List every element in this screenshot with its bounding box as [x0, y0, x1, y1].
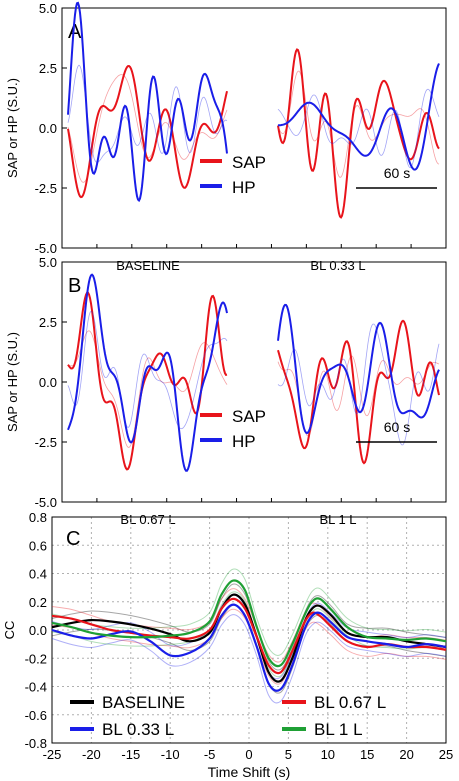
y-tick-label: 0.0: [39, 121, 57, 136]
y-axis-label: CC: [2, 621, 17, 640]
y-tick-label: 0.0: [29, 623, 47, 638]
x-tick-label: 10: [321, 747, 335, 762]
series-line-bl033: [51, 603, 447, 692]
y-tick-label: -5.0: [35, 495, 57, 510]
y-tick-label: -0.2: [25, 651, 47, 666]
y-tick-label: -0.6: [25, 708, 47, 723]
legend-label-hp: HP: [232, 178, 256, 197]
hp-trace-thin-seg1: [67, 310, 228, 430]
panel-letter: A: [68, 21, 82, 43]
y-tick-label: -5.0: [35, 241, 57, 256]
hp-trace-seg1: [67, 273, 228, 472]
y-tick-label: 0.8: [29, 510, 47, 525]
hp-trace-thin-seg2: [277, 88, 440, 169]
x-tick-label: -25: [43, 747, 62, 762]
y-tick-label: 2.5: [39, 315, 57, 330]
band-bl1-0: [51, 568, 447, 656]
legend-label-bl033: BL 0.33 L: [102, 720, 174, 739]
x-tick-label: 15: [360, 747, 374, 762]
scale-bar-label: 60 s: [384, 165, 410, 181]
y-tick-label: -2.5: [35, 181, 57, 196]
legend-label-bl1: BL 1 L: [314, 720, 363, 739]
y-axis-label: SAP or HP (S.U.): [5, 78, 20, 178]
x-tick-label: 20: [399, 747, 413, 762]
panel-c: -25 -20 -15 -10 -5 0 5 10 15 20 25 0.8 0.6 0.4 0.2 0.0 -…: [2, 510, 453, 780]
y-tick-label: -0.4: [25, 680, 47, 695]
legend-label-sap: SAP: [232, 407, 266, 426]
y-tick-label: 5.0: [39, 1, 57, 16]
x-tick-label: 25: [439, 747, 453, 762]
hp-trace-seg2: [277, 303, 440, 435]
segment-label: BL 1 L: [319, 512, 356, 527]
y-tick-label: -2.5: [35, 435, 57, 450]
segment-label: BL 0.33 L: [310, 258, 365, 273]
panel-a: 5.0 2.5 0.0 -2.5 -5.0 SAP or HP (S.U.) A BASELI…: [5, 1, 447, 273]
y-tick-label: 0.2: [29, 595, 47, 610]
x-tick-label: -20: [82, 747, 101, 762]
y-tick-label: 0.6: [29, 538, 47, 553]
legend-label-hp: HP: [232, 432, 256, 451]
y-tick-label: 2.5: [39, 61, 57, 76]
x-axis-label: Time Shift (s): [208, 764, 291, 780]
sap-trace-seg1: [67, 64, 228, 199]
sap-trace-thin-seg1: [67, 330, 228, 448]
legend-label-sap: SAP: [232, 153, 266, 172]
x-tick-label: 0: [245, 747, 252, 762]
y-axis-label: SAP or HP (S.U.): [5, 332, 20, 432]
x-tick-label: -10: [161, 747, 180, 762]
x-tick-label: 5: [285, 747, 292, 762]
series-line-bl067: [51, 597, 447, 675]
y-tick-label: -0.8: [25, 736, 47, 751]
series-line-bl1: [51, 579, 447, 668]
panel-letter: B: [68, 275, 81, 297]
segment-label: BL 0.67 L: [120, 512, 175, 527]
segment-label: BASELINE: [116, 258, 180, 273]
sap-trace-thin-seg2: [277, 70, 440, 178]
x-tick-label: -5: [204, 747, 216, 762]
x-tick-label: -15: [121, 747, 140, 762]
hp-trace-seg1: [67, 1, 228, 203]
legend-label-bl067: BL 0.67 L: [314, 693, 386, 712]
hp-trace-seg2: [277, 63, 440, 171]
panel-letter: C: [66, 528, 80, 550]
legend-label-baseline: BASELINE: [102, 693, 185, 712]
sap-trace-seg2: [277, 48, 440, 219]
band-bl033-1: [51, 614, 447, 704]
sap-trace-seg2: [277, 319, 440, 465]
scale-bar-label: 60 s: [384, 419, 410, 435]
y-tick-label: 0.0: [39, 375, 57, 390]
y-tick-label: 5.0: [39, 255, 57, 270]
y-tick-label: 0.4: [29, 567, 47, 582]
band-bl067-1: [51, 608, 447, 685]
panel-b: 5.0 2.5 0.0 -2.5 -5.0 SAP or HP (S.U.) B BL 0.6…: [5, 255, 447, 527]
